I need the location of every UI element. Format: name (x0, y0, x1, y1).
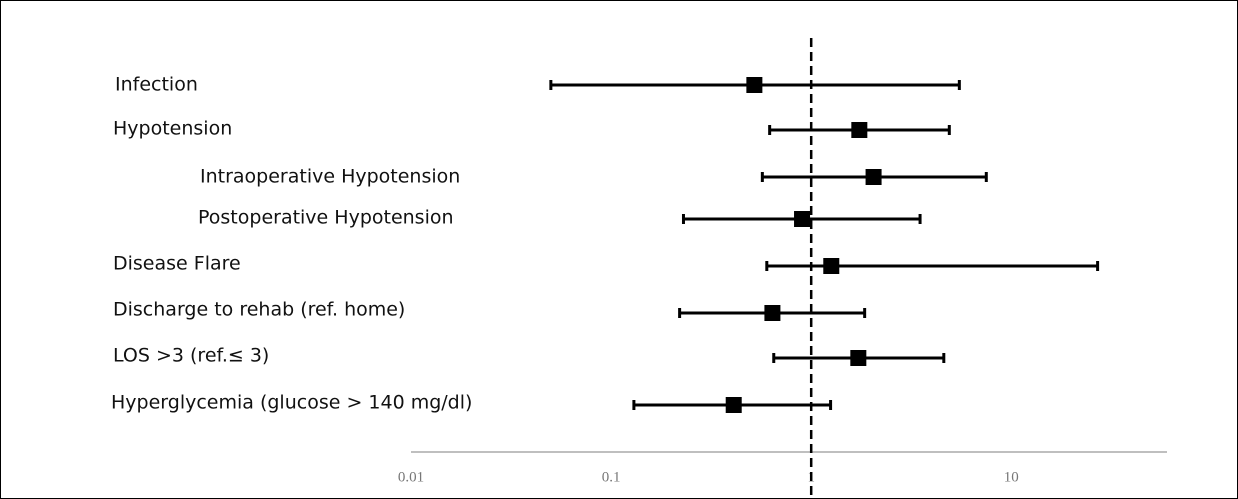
row-label: Infection (115, 74, 198, 96)
row-label: LOS >3 (ref.≤ 3) (113, 345, 269, 367)
row-label: Discharge to rehab (ref. home) (113, 299, 405, 321)
point-estimate (851, 122, 868, 138)
x-tick-label: 0.1 (602, 469, 621, 485)
row-label: Hyperglycemia (glucose > 140 mg/dl) (111, 392, 472, 414)
point-estimate (725, 397, 742, 413)
point-estimate (865, 169, 882, 185)
row-label: Intraoperative Hypotension (200, 166, 460, 188)
point-estimate (850, 350, 867, 366)
point-estimate (764, 305, 781, 321)
point-estimate (746, 77, 763, 93)
point-estimate (794, 211, 811, 227)
row-label: Postoperative Hypotension (198, 207, 454, 229)
point-estimate (823, 258, 840, 274)
x-tick-label: 0.01 (398, 469, 424, 485)
x-tick-label: 10 (1004, 469, 1019, 485)
row-label: Hypotension (113, 118, 232, 140)
row-label: Disease Flare (113, 253, 241, 275)
